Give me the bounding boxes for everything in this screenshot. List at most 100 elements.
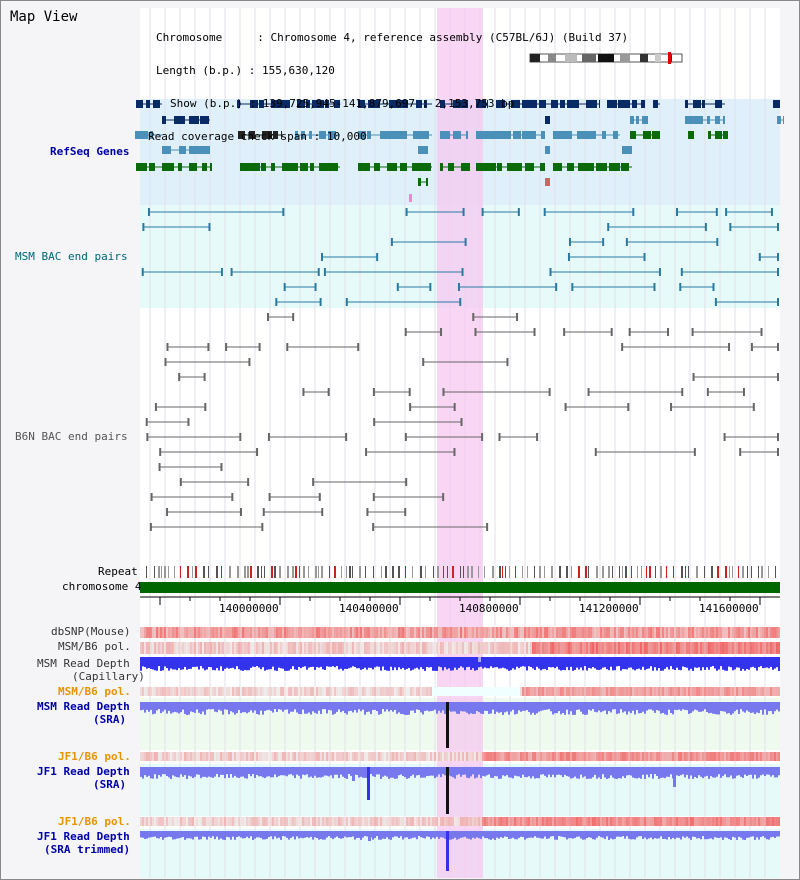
track-label-msm-bac[interactable]: MSM BAC end pairs xyxy=(15,250,128,263)
depth-bar xyxy=(520,831,522,837)
gene-exon xyxy=(273,131,278,139)
depth-bar xyxy=(362,702,364,710)
heat-cell xyxy=(314,752,316,761)
heat-cell xyxy=(366,642,368,654)
track-label-dbsnp[interactable]: dbSNP(Mouse) xyxy=(51,625,131,638)
depth-bar xyxy=(350,702,352,711)
depth-bar xyxy=(558,831,560,837)
heat-cell xyxy=(446,752,448,761)
depth-bar xyxy=(228,767,230,778)
heat-cell xyxy=(450,752,452,761)
heat-cell xyxy=(644,687,646,696)
repeat-mark xyxy=(452,566,454,578)
heat-cell xyxy=(330,752,332,761)
gene-exon xyxy=(325,100,329,108)
heat-cell xyxy=(258,642,260,654)
depth-bar xyxy=(332,657,334,667)
heat-cell xyxy=(456,627,458,638)
depth-bar xyxy=(552,702,554,715)
track-label-repeat[interactable]: Repeat xyxy=(98,565,138,578)
repeat-mark xyxy=(492,566,494,578)
heat-cell xyxy=(664,627,666,638)
depth-bar xyxy=(752,657,754,667)
track-label-jf1-b6-pol-2[interactable]: JF1/B6 pol. xyxy=(58,815,131,828)
depth-bar xyxy=(638,657,640,669)
repeat-mark xyxy=(398,566,400,578)
depth-bar xyxy=(460,767,462,777)
depth-bar xyxy=(284,831,286,837)
depth-bar xyxy=(162,831,164,840)
track-label-jf1-depth-sra[interactable]: JF1 Read Depth xyxy=(37,765,130,778)
heat-cell xyxy=(580,642,582,654)
depth-bar xyxy=(416,657,418,668)
heat-cell xyxy=(282,627,284,638)
depth-bar xyxy=(168,702,170,711)
heat-cell xyxy=(674,627,676,638)
depth-bar xyxy=(586,657,588,671)
depth-bar xyxy=(762,702,764,715)
depth-bar xyxy=(392,657,394,671)
depth-bar xyxy=(180,831,182,838)
track-label-msm-depth-cap[interactable]: MSM Read Depth xyxy=(37,657,130,670)
depth-bar xyxy=(762,831,764,837)
track-label-refseq[interactable]: RefSeq Genes xyxy=(50,145,130,158)
depth-bar xyxy=(152,831,154,837)
bac-end xyxy=(268,493,271,501)
depth-bar xyxy=(360,831,362,840)
track-label-msm-depth-sra[interactable]: MSM Read Depth xyxy=(37,700,130,713)
depth-bar xyxy=(586,767,588,779)
heat-cell xyxy=(346,687,348,696)
gene-exon xyxy=(389,100,396,108)
heat-cell xyxy=(186,752,188,761)
depth-bar xyxy=(498,657,500,669)
depth-bar xyxy=(742,657,744,669)
depth-bar xyxy=(262,767,264,778)
depth-bar xyxy=(176,767,178,778)
heat-cell xyxy=(266,817,268,826)
gene-exon xyxy=(150,131,153,139)
bac-end xyxy=(261,523,264,531)
depth-bar xyxy=(230,702,232,712)
depth-bar xyxy=(480,767,482,779)
heat-cell xyxy=(274,752,276,761)
track-label-msm-b6-pol-2[interactable]: MSM/B6 pol. xyxy=(58,685,131,698)
heat-cell xyxy=(680,687,682,696)
bac-end xyxy=(247,478,250,486)
depth-bar xyxy=(504,702,506,713)
heat-cell xyxy=(508,817,510,826)
depth-bar xyxy=(332,702,334,715)
track-label-chromosome[interactable]: chromosome 4 xyxy=(62,580,142,593)
heat-cell xyxy=(774,627,776,638)
bac-end xyxy=(693,448,696,456)
coverage-label: Read coverage check span xyxy=(148,130,307,143)
heat-cell xyxy=(584,642,586,654)
bac-end xyxy=(457,283,460,291)
track-label-jf1-depth-trim[interactable]: JF1 Read Depth xyxy=(37,830,130,843)
heat-cell xyxy=(716,687,718,696)
depth-bar xyxy=(414,831,416,838)
heat-cell xyxy=(668,642,670,654)
heat-cell xyxy=(562,817,564,826)
heat-cell xyxy=(530,687,532,696)
repeat-mark xyxy=(571,566,572,578)
depth-bar xyxy=(412,767,414,775)
depth-bar xyxy=(578,767,580,779)
heat-cell xyxy=(156,752,158,761)
heat-cell xyxy=(486,687,488,696)
heat-cell xyxy=(344,752,346,761)
depth-bar xyxy=(284,702,286,710)
track-label-b6n-bac[interactable]: B6N BAC end pairs xyxy=(15,430,128,443)
track-label-msm-b6-pol-1[interactable]: MSM/B6 pol. xyxy=(58,640,131,653)
bac-end xyxy=(282,208,285,216)
depth-bar xyxy=(732,767,734,779)
depth-bar xyxy=(142,831,144,838)
heat-cell xyxy=(376,642,378,654)
track-label-jf1-b6-pol-1[interactable]: JF1/B6 pol. xyxy=(58,750,131,763)
depth-bar xyxy=(310,767,312,777)
depth-bar xyxy=(556,702,558,714)
depth-bar xyxy=(384,831,386,839)
depth-bar xyxy=(228,657,230,669)
heat-cell xyxy=(652,627,654,638)
heat-cell xyxy=(160,687,162,696)
